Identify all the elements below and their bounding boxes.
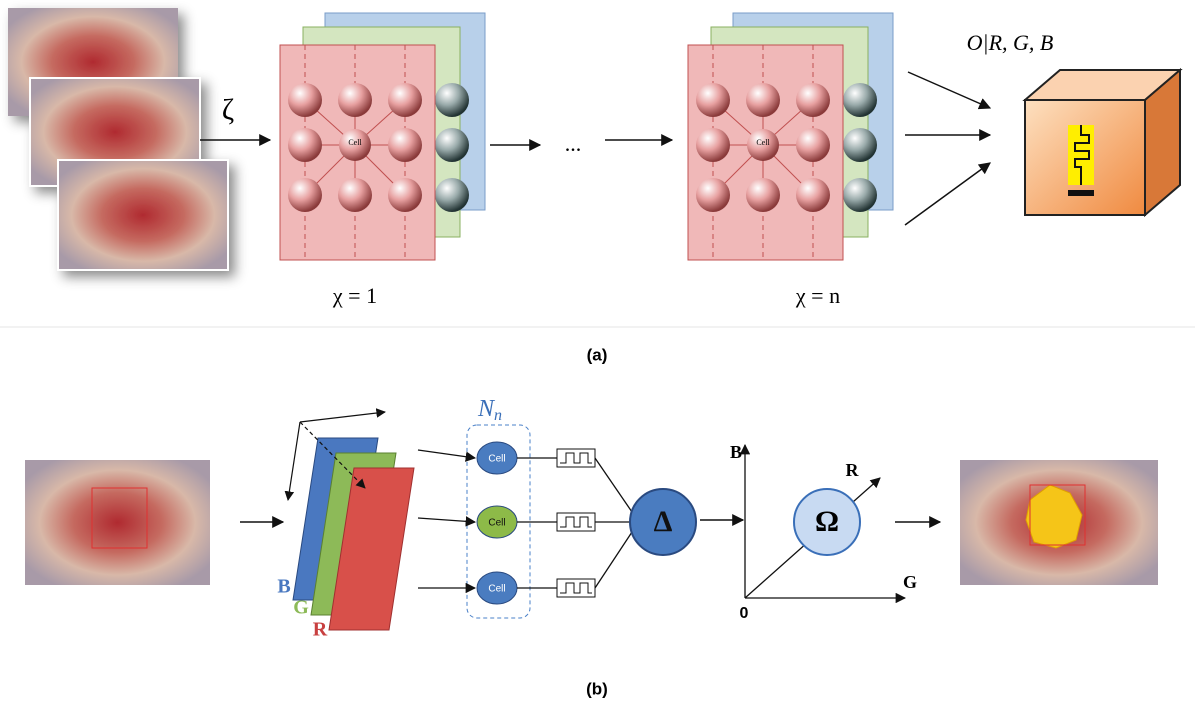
sphere [288,83,322,117]
cell-node [747,129,779,161]
ellipsis: ... [565,131,582,156]
pulse-box [556,512,596,532]
sphere [796,83,830,117]
pulse-box [556,578,596,598]
sphere [843,83,877,117]
connector [594,457,633,513]
output-cube [1022,67,1183,218]
classifier-label: Ω [815,505,839,538]
channel-label: G [293,597,309,619]
input-symbol: ζ [222,93,234,126]
cells: Cell Cell Cell [417,441,633,605]
arrow [417,449,477,462]
aggregator-label: Δ [654,505,673,538]
pulse [560,516,592,528]
axis-arrows [284,408,386,501]
axis-label: B [730,442,742,462]
stack-caption: χ = 1 [332,283,377,308]
input-images [8,8,229,271]
output-arrows [904,71,992,226]
cell-node [339,129,371,161]
sphere [388,178,422,212]
output-image [960,460,1158,585]
sphere [746,83,780,117]
layer-stack: Cell χ = n [687,12,894,308]
cell-label: Cell [488,584,505,595]
sphere [288,178,322,212]
sphere [288,128,322,162]
axis-origin: 0 [740,605,749,622]
cell-label: Cell [348,138,362,147]
cell-label: Cell [488,454,505,465]
sphere [696,178,730,212]
stack-caption: χ = n [795,283,840,308]
input-image [25,460,210,585]
sphere [796,178,830,212]
caption: (a) [587,345,608,364]
connector [594,531,633,589]
layer-stacks: Cell χ = 1 Cell χ = n [279,12,894,308]
sphere [338,83,372,117]
network-label-base: N [477,396,496,422]
sphere [388,128,422,162]
sphere [435,128,469,162]
pulse [560,452,592,464]
caption: (b) [586,679,608,698]
sphere [843,128,877,162]
cell-label: Cell [488,518,505,529]
channel-label: B [277,576,290,598]
channel-slabs [292,437,415,631]
axis-label: G [903,572,917,592]
sphere [746,178,780,212]
sphere [338,178,372,212]
sphere [696,83,730,117]
sphere [696,128,730,162]
cell-label: Cell [756,138,770,147]
sphere [388,83,422,117]
pulse [560,582,592,594]
network-label-subscript: n [494,407,502,424]
channel-label: R [313,619,328,641]
axis-label: R [846,460,860,480]
aggregator-node [629,488,697,556]
arrow [417,516,477,527]
roi-box [91,487,148,549]
sphere [435,178,469,212]
output-label: O|R, G, B [967,30,1054,55]
layer-stack: Cell χ = 1 [279,12,486,308]
sphere [843,178,877,212]
classifier-node [793,488,861,556]
network-label: Nn [477,396,502,424]
sphere [435,83,469,117]
pulse-box [556,448,596,468]
sphere [796,128,830,162]
